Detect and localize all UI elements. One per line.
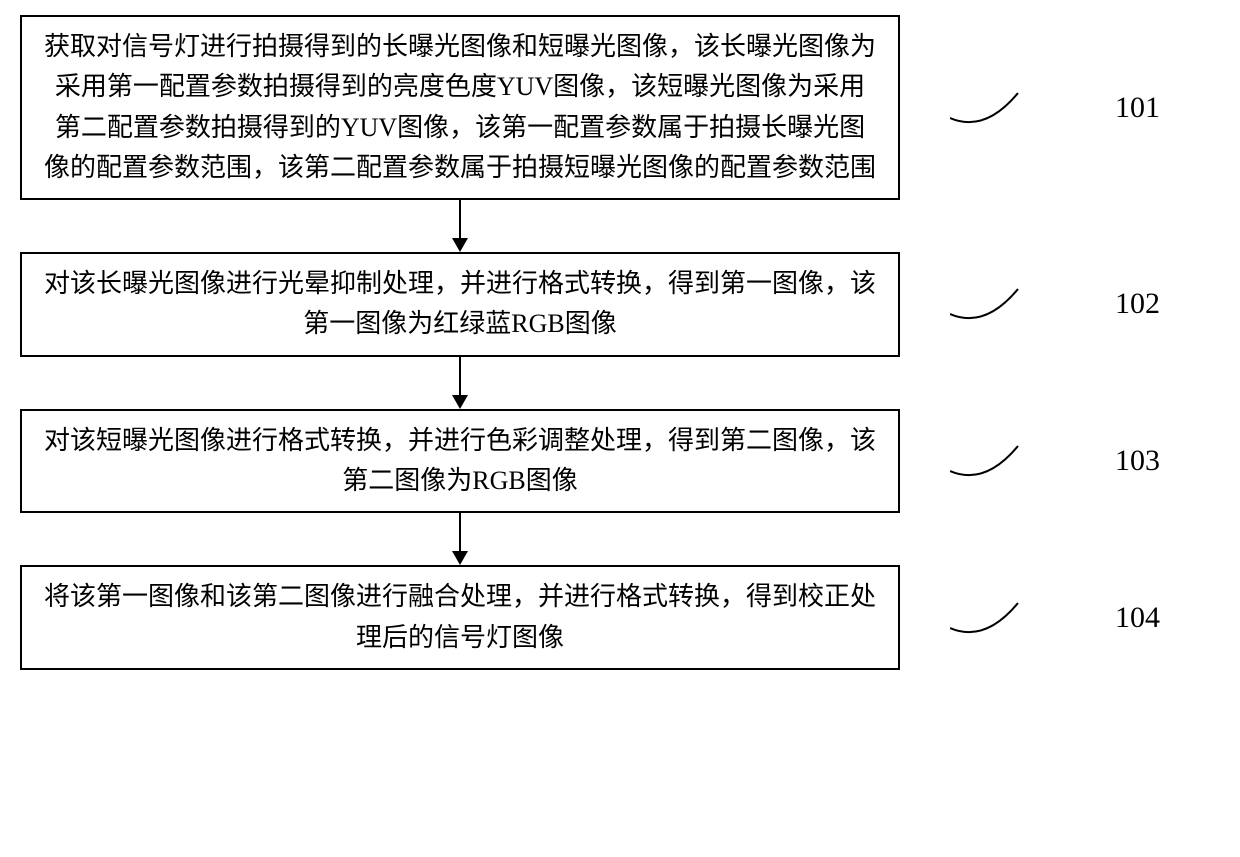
connector-curve-4 [950, 598, 1020, 638]
flow-step-2: 对该长曝光图像进行光晕抑制处理，并进行格式转换，得到第一图像，该第一图像为红绿蓝… [20, 252, 900, 357]
step-label-1: 101 [1115, 91, 1160, 125]
step-box-4: 将该第一图像和该第二图像进行融合处理，并进行格式转换，得到校正处理后的信号灯图像 [20, 565, 900, 670]
step-text-3: 对该短曝光图像进行格式转换，并进行色彩调整处理，得到第二图像，该第二图像为RGB… [42, 421, 878, 502]
arrow-3-4 [20, 513, 900, 565]
connector-curve-1 [950, 88, 1020, 128]
flow-step-3: 对该短曝光图像进行格式转换，并进行色彩调整处理，得到第二图像，该第二图像为RGB… [20, 409, 900, 514]
connector-curve-2 [950, 284, 1020, 324]
step-text-2: 对该长曝光图像进行光晕抑制处理，并进行格式转换，得到第一图像，该第一图像为红绿蓝… [42, 264, 878, 345]
connector-curve-3 [950, 441, 1020, 481]
arrow-1-2 [20, 200, 900, 252]
step-label-4: 104 [1115, 601, 1160, 635]
flow-step-1: 获取对信号灯进行拍摄得到的长曝光图像和短曝光图像，该长曝光图像为采用第一配置参数… [20, 15, 900, 200]
flowchart-container: 获取对信号灯进行拍摄得到的长曝光图像和短曝光图像，该长曝光图像为采用第一配置参数… [20, 15, 1220, 670]
step-text-4: 将该第一图像和该第二图像进行融合处理，并进行格式转换，得到校正处理后的信号灯图像 [42, 577, 878, 658]
step-label-2: 102 [1115, 287, 1160, 321]
arrow-2-3 [20, 357, 900, 409]
flow-step-4: 将该第一图像和该第二图像进行融合处理，并进行格式转换，得到校正处理后的信号灯图像… [20, 565, 900, 670]
step-label-3: 103 [1115, 444, 1160, 478]
step-box-1: 获取对信号灯进行拍摄得到的长曝光图像和短曝光图像，该长曝光图像为采用第一配置参数… [20, 15, 900, 200]
step-box-3: 对该短曝光图像进行格式转换，并进行色彩调整处理，得到第二图像，该第二图像为RGB… [20, 409, 900, 514]
step-box-2: 对该长曝光图像进行光晕抑制处理，并进行格式转换，得到第一图像，该第一图像为红绿蓝… [20, 252, 900, 357]
step-text-1: 获取对信号灯进行拍摄得到的长曝光图像和短曝光图像，该长曝光图像为采用第一配置参数… [42, 27, 878, 188]
